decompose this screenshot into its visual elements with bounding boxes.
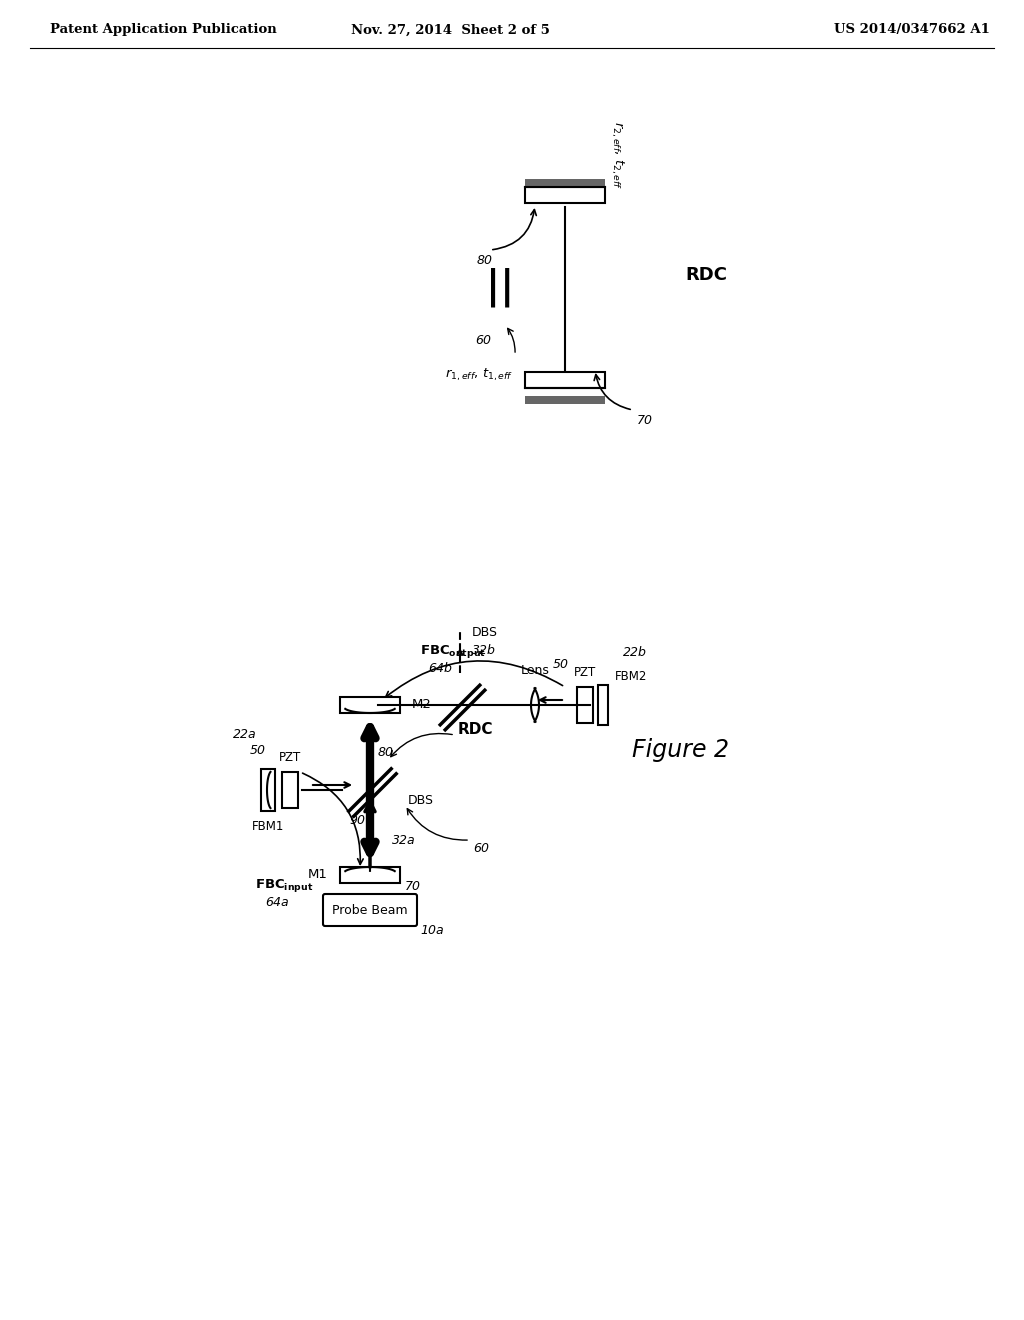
Bar (598, 685, 608, 725)
Bar (282, 772, 298, 808)
Text: 64b: 64b (428, 661, 452, 675)
Text: FBM2: FBM2 (615, 671, 647, 684)
Text: Nov. 27, 2014  Sheet 2 of 5: Nov. 27, 2014 Sheet 2 of 5 (350, 24, 550, 37)
Text: ||: || (485, 268, 514, 308)
Text: DBS: DBS (472, 627, 498, 639)
Text: 64a: 64a (265, 895, 289, 908)
Text: 70: 70 (406, 880, 421, 894)
Text: 22a: 22a (233, 729, 257, 742)
Text: 70: 70 (637, 413, 653, 426)
Text: M1: M1 (308, 869, 328, 882)
Text: 60: 60 (475, 334, 490, 346)
Text: FBM1: FBM1 (252, 820, 285, 833)
Bar (577, 686, 593, 723)
Text: $r_{1,eff}$, $t_{1,eff}$: $r_{1,eff}$, $t_{1,eff}$ (444, 367, 513, 383)
Text: 90: 90 (349, 813, 365, 826)
Text: $r_{2,eff}$, $t_{2,eff}$: $r_{2,eff}$, $t_{2,eff}$ (609, 121, 626, 189)
Text: 60: 60 (473, 842, 489, 854)
Bar (340, 867, 400, 883)
Text: PZT: PZT (279, 751, 301, 764)
Text: RDC: RDC (685, 267, 727, 284)
Text: Probe Beam: Probe Beam (332, 903, 408, 916)
Text: US 2014/0347662 A1: US 2014/0347662 A1 (835, 24, 990, 37)
Bar (261, 770, 275, 810)
Bar (525, 372, 605, 388)
Text: 10a: 10a (420, 924, 443, 936)
Text: DBS: DBS (408, 793, 434, 807)
Bar (525, 187, 605, 203)
Bar (525, 180, 605, 187)
Text: 32b: 32b (472, 644, 496, 656)
Text: M2: M2 (412, 698, 432, 711)
Text: Figure 2: Figure 2 (632, 738, 728, 762)
Text: 80: 80 (378, 746, 394, 759)
Text: RDC: RDC (458, 722, 494, 738)
FancyBboxPatch shape (323, 894, 417, 927)
Text: $\mathbf{FBC}_{\mathbf{output}}$: $\mathbf{FBC}_{\mathbf{output}}$ (420, 644, 486, 660)
Text: Patent Application Publication: Patent Application Publication (50, 24, 276, 37)
Text: 50: 50 (553, 659, 569, 672)
Text: $\mathbf{FBC}_{\mathbf{input}}$: $\mathbf{FBC}_{\mathbf{input}}$ (255, 876, 313, 894)
Text: 50: 50 (250, 743, 266, 756)
Bar (525, 396, 605, 404)
Text: 32a: 32a (392, 833, 416, 846)
Text: Lens: Lens (520, 664, 550, 677)
Text: 80: 80 (477, 253, 493, 267)
Text: 22b: 22b (623, 647, 647, 660)
Text: PZT: PZT (573, 667, 596, 678)
Bar (340, 697, 400, 713)
